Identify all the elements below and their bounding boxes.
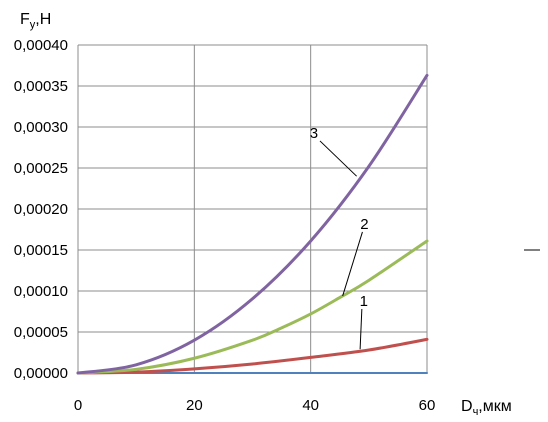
y-tick-label: 0,00040 [14,37,68,54]
annotation-label-1: 1 [360,293,368,310]
y-tick-label: 0,00010 [14,283,68,300]
grid-lines [77,44,428,374]
y-tick-label: 0,00025 [14,160,68,177]
x-tick-label: 0 [74,397,82,414]
annotation-leader-1 [359,309,363,350]
y-tick-label: 0,00030 [14,119,68,136]
x-tick-label: 20 [186,397,203,414]
y-tick-labels: 0,00000 0,00005 0,00010 0,00015 0,00020 0,000… [14,37,68,382]
x-tick-labels: 0 20 40 60 [74,397,436,414]
annotation-leader-3 [319,140,357,177]
series-line-1 [76,337,429,375]
y-tick-label: 0,00035 [14,78,68,95]
y-tick-label: 0,00005 [14,324,68,341]
annotation-leader-2 [342,231,363,297]
y-tick-label: 0,00020 [14,201,68,218]
x-tick-label: 60 [419,397,436,414]
series-group [76,73,429,375]
y-tick-label: 0,00000 [14,365,68,382]
y-tick-label: 0,00015 [14,242,68,259]
annotations-group: 1 2 3 [310,125,369,350]
series-line-3 [76,73,429,375]
annotation-label-2: 2 [360,216,368,233]
y-axis-title: Fy,Н [20,11,51,31]
series-line-2 [76,239,429,375]
annotation-label-3: 3 [310,125,318,142]
x-tick-label: 40 [302,397,319,414]
x-axis-title: Dч,мкм [461,398,512,418]
